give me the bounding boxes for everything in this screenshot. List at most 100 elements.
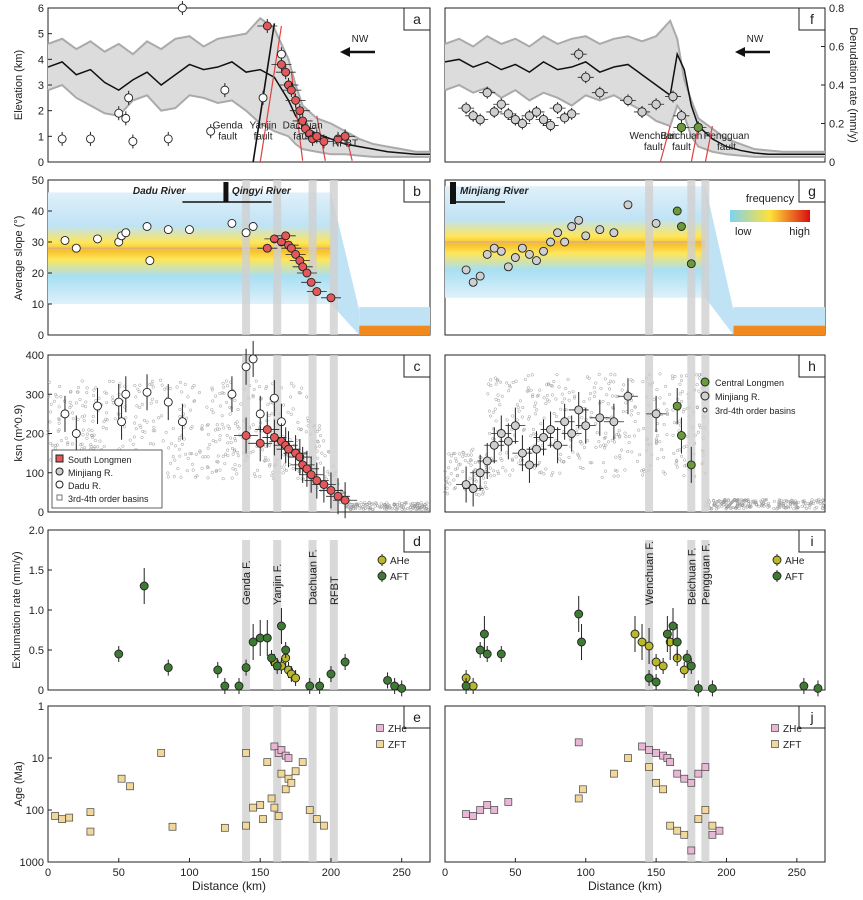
basin-point [807,506,812,510]
basin-point [363,503,367,507]
basin-point [85,436,89,440]
direction-arrow-head [340,47,350,57]
minjiang-point [496,429,506,438]
basin-point [447,466,451,470]
basin-point [85,391,89,395]
legend-label: South Longmen [68,455,132,465]
zft-point [168,822,177,831]
basin-point [345,505,349,509]
basin-point [722,497,727,502]
basin-point [531,432,536,436]
basin-point [122,425,126,429]
max-elevation-line [444,18,825,153]
basin-point [679,374,684,378]
minjiang-point [609,417,619,427]
basin-point [66,440,70,445]
basin-point [695,405,699,409]
basin-point [394,508,398,512]
minjiang-point [581,231,591,241]
basin-point [168,386,172,390]
basin-point [542,472,546,476]
basin-point [578,440,582,444]
basin-point [454,459,459,463]
basin-point [609,379,613,383]
basin-point [221,477,225,481]
basin-point [178,407,182,411]
fault-band [645,540,654,690]
basin-point [448,460,453,464]
fault-label: Genda F. [241,560,253,605]
basin-point [186,395,190,399]
x-tick-label: 150 [647,867,665,879]
basin-point [533,404,537,408]
basin-point [529,434,533,438]
dadu-point [93,234,102,244]
basin-point [668,392,672,397]
minjiang-point [503,436,513,446]
basin-point [231,452,235,456]
basin-point [205,465,210,469]
basin-point [215,460,219,464]
basin-point [795,505,799,509]
fault-trace [659,125,671,163]
basin-point [359,501,363,505]
basin-point [600,475,604,479]
basin-point [107,379,112,383]
zft-point [574,794,583,803]
basin-point [594,445,598,449]
zhe-point [701,763,710,772]
fault-band [273,706,282,862]
dadu-point [124,93,134,103]
basin-point [747,504,752,509]
basin-point [560,392,564,396]
south-longmen-point [262,21,272,31]
foreland-high-frequency [733,325,825,335]
south-longmen-point [286,85,296,95]
aft-point [220,681,230,691]
basin-point [296,420,300,424]
basin-point [697,423,702,427]
panel-letter-d: d [413,533,421,549]
min-elevation-line [47,83,430,158]
basin-point [178,380,183,384]
basin-point [495,379,499,383]
basin-point [715,500,719,504]
basin-point [92,393,96,397]
basin-point [214,468,219,473]
basin-point [148,441,152,446]
zft-point [242,821,250,830]
zhe-point [462,810,470,818]
basin-point [217,427,221,431]
y-tick-label: 6 [38,3,44,15]
basin-point [718,503,722,507]
basin-point [267,414,271,418]
basin-point [221,454,225,458]
basin-point [617,429,621,433]
aft-point [686,661,696,671]
aft-point [262,633,272,643]
basin-point [225,384,230,388]
minjiang-point [668,91,678,102]
basin-point [300,386,304,390]
zft-point [624,754,632,762]
basin-point [200,427,204,431]
basin-point [251,423,255,427]
fault-band [329,706,338,862]
legend-swatch [771,724,779,732]
y-tick-label: 1 [38,701,44,713]
basin-point [579,439,583,443]
zhe-point [652,749,660,757]
minjiang-point [651,99,661,109]
basin-point [264,384,269,389]
basin-point [547,399,551,403]
x-tick-label: 100 [180,867,198,879]
aft-point [234,681,244,691]
y-axis-label: Elevation (km) [13,50,25,120]
basin-point [656,457,660,461]
basin-point [679,378,684,383]
basin-point [626,449,630,454]
basin-point [603,377,607,381]
basin-point [676,397,680,401]
central-longmen-point [672,401,682,411]
basin-point [680,454,684,458]
